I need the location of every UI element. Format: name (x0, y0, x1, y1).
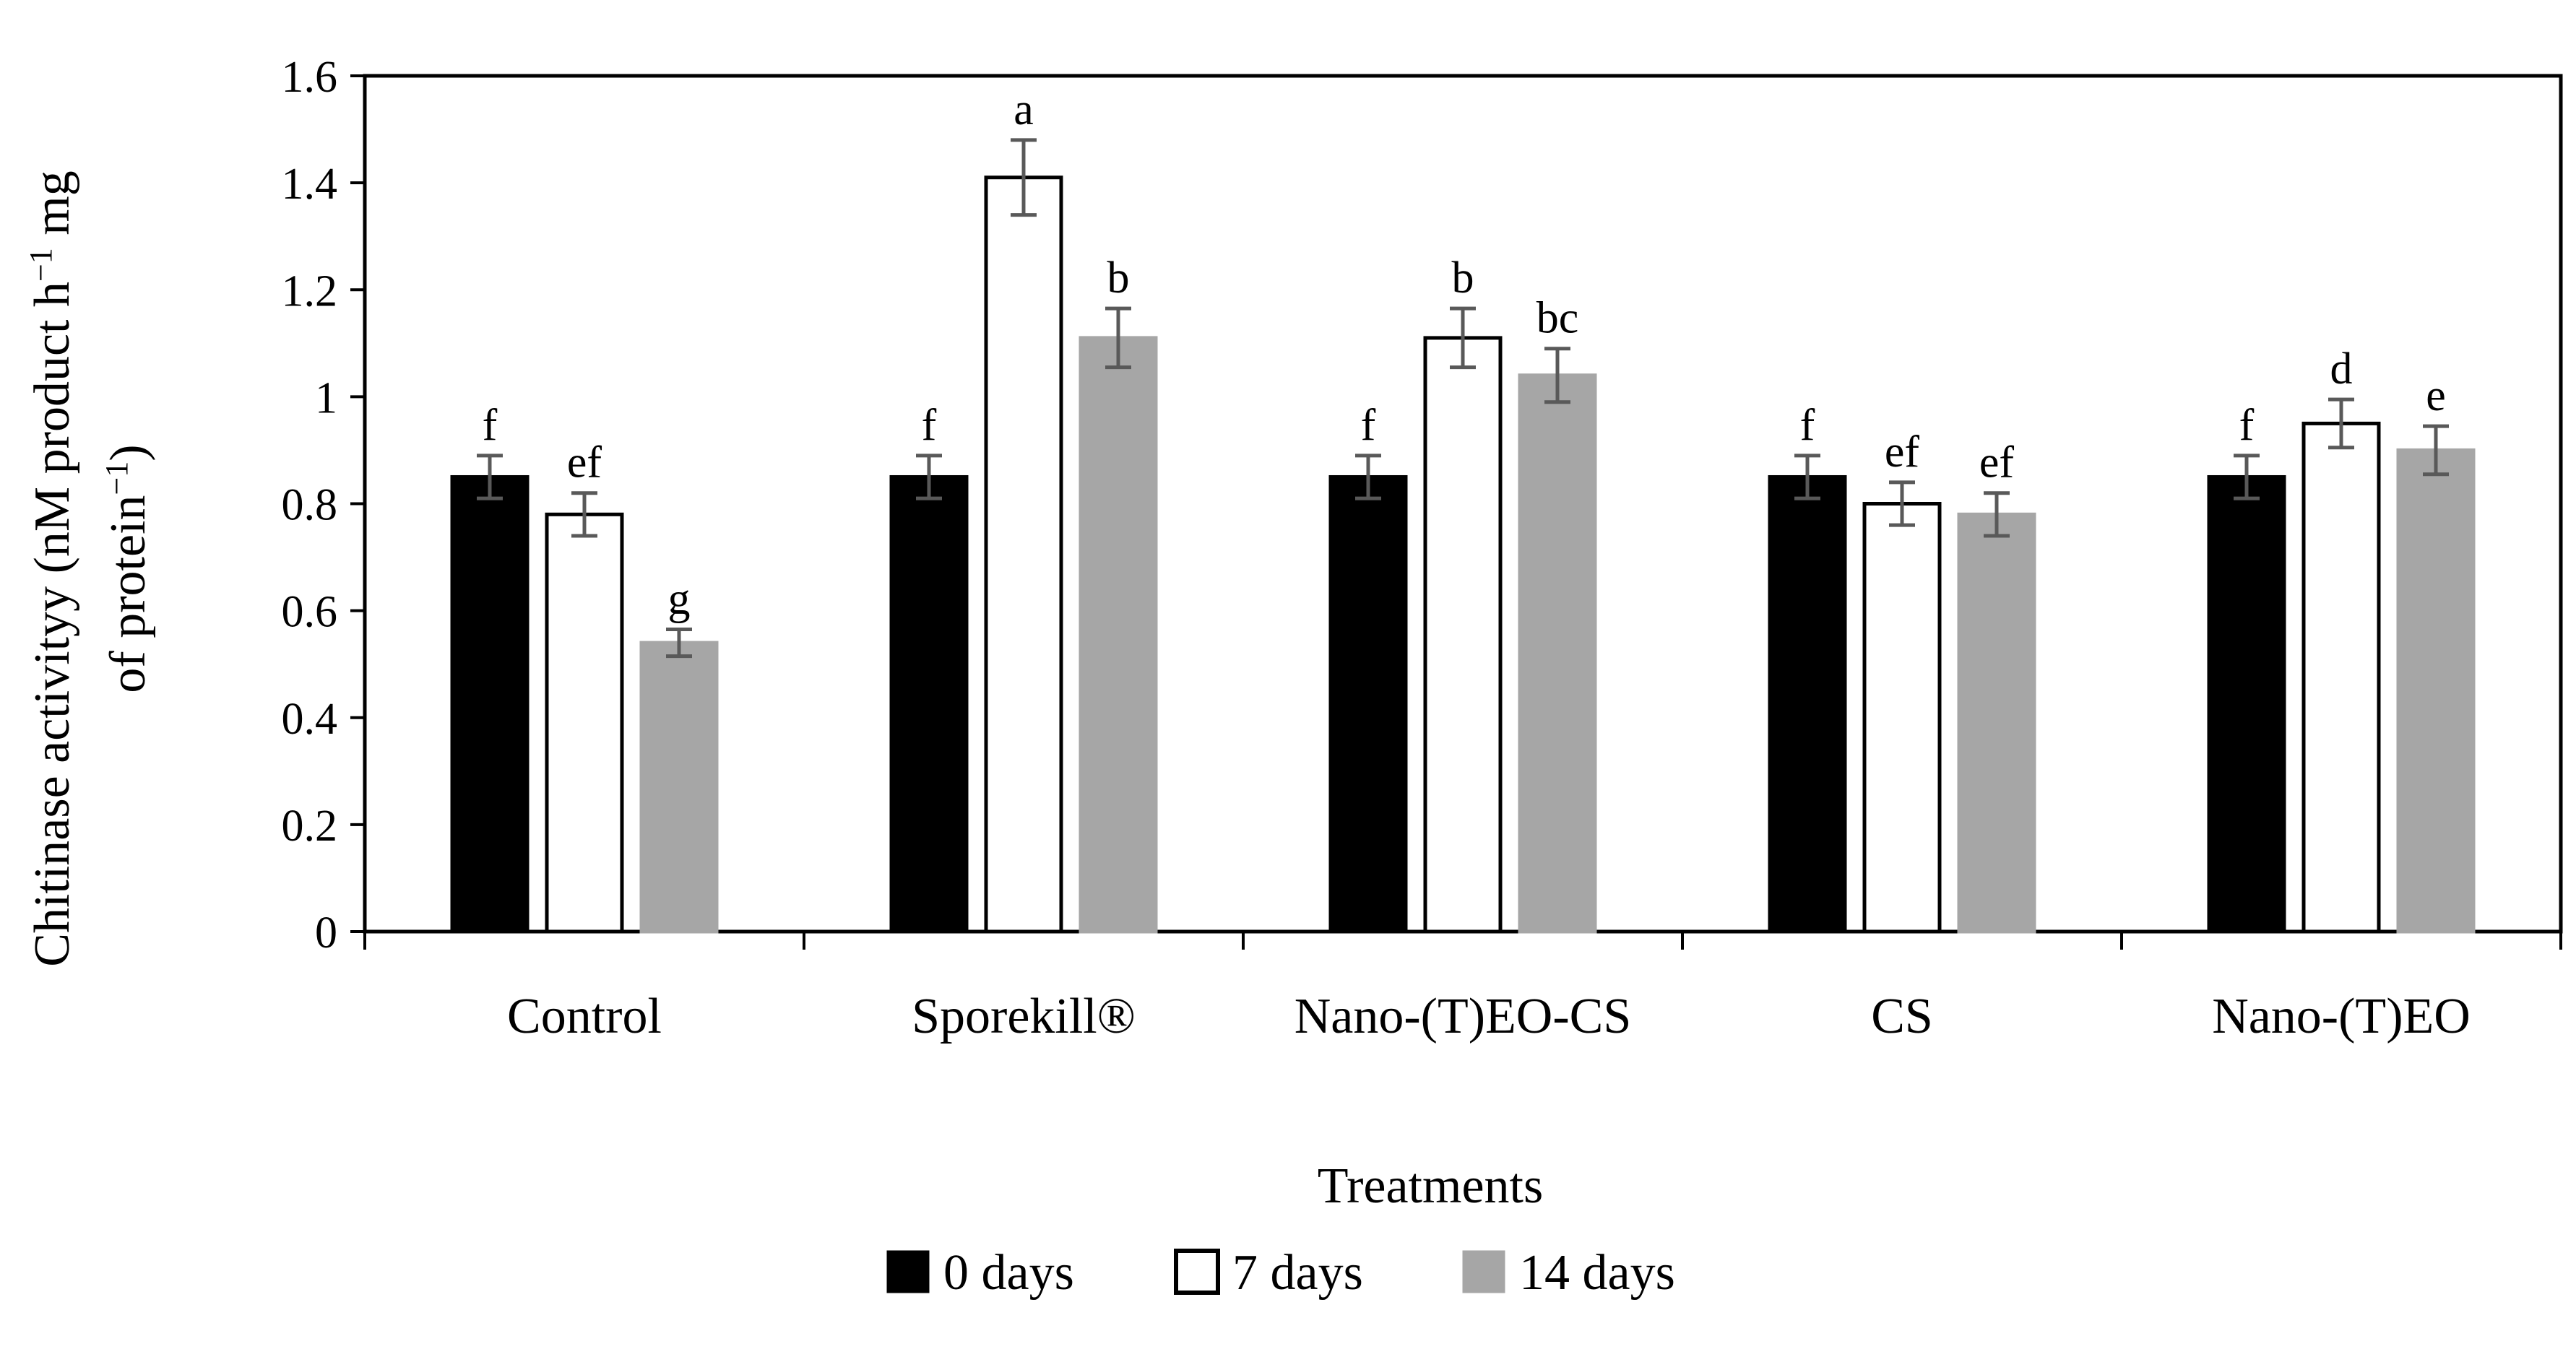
bar-0-days-2 (1328, 474, 1408, 934)
y-tick-label: 0.6 (282, 588, 338, 637)
bar-14-days-4 (2396, 448, 2476, 934)
y-tick-label: 1.6 (282, 53, 338, 102)
bar-7-days-2 (1423, 336, 1503, 934)
significance-letter: e (2426, 371, 2446, 420)
significance-letter: f (1361, 401, 1376, 450)
x-category-label: CS (1871, 989, 1933, 1044)
bar-7-days-0 (545, 512, 624, 934)
significance-letter: b (1452, 253, 1474, 303)
y-label-text: ) (100, 444, 156, 461)
plot-area: 0 0.2 0.4 0.6 0.8 1 1.2 1.4 1.6 f f f f f ef a b ef d g b bc e… (282, 53, 2563, 1044)
y-label-text: mg (25, 170, 80, 248)
significance-letter: a (1013, 85, 1034, 134)
bar-7-days-4 (2301, 421, 2381, 934)
y-label-superscript: −1 (99, 461, 134, 495)
y-tick-label: 0.8 (282, 481, 338, 530)
y-axis-label-line-1: Chitinase activityy (nM product h−1 mg (23, 170, 81, 967)
y-tick-label: 0.2 (282, 802, 338, 851)
x-axis-label: Treatments (1318, 1158, 1543, 1214)
y-tick-label: 0.4 (282, 695, 338, 744)
bar-14-days-2 (1518, 373, 1597, 934)
x-category-label: Control (507, 989, 662, 1044)
significance-letter: ef (567, 438, 602, 487)
bar-14-days-1 (1079, 336, 1158, 934)
y-tick-label: 1.2 (282, 266, 338, 316)
significance-letter: b (1107, 253, 1130, 303)
y-tick-label: 0 (315, 908, 337, 958)
bar-7-days-3 (1862, 502, 1942, 934)
legend: 0 days 7 days 14 days (886, 1245, 1675, 1301)
x-category-label: Nano-(T)EO (2212, 989, 2471, 1044)
significance-letter: f (483, 401, 498, 450)
x-category-label: Sporekill® (912, 989, 1136, 1044)
significance-letter: f (2239, 401, 2255, 450)
significance-letter: d (2330, 344, 2353, 394)
significance-letter: f (1800, 401, 1815, 450)
significance-letter: g (668, 575, 691, 624)
y-axis-label-line-2: of protein−1) (99, 444, 157, 693)
significance-letter: ef (1885, 428, 1920, 477)
legend-label: 14 days (1519, 1245, 1675, 1301)
bar-0-days-3 (1768, 474, 1847, 934)
y-label-text: of protein (100, 495, 156, 693)
y-label-text: Chitinase activityy (nM product h (25, 282, 80, 967)
y-label-superscript: −1 (23, 248, 59, 282)
x-category-label: Nano-(T)EO-CS (1295, 989, 1632, 1044)
y-axis-label: Chitinase activityy (nM product h−1 mgof… (23, 170, 157, 967)
bar-7-days-1 (984, 175, 1063, 934)
significance-letter: bc (1536, 294, 1579, 343)
bar-0-days-1 (889, 474, 969, 934)
bar-0-days-4 (2207, 474, 2286, 934)
significance-letter: f (922, 401, 937, 450)
legend-label: 7 days (1232, 1245, 1363, 1301)
y-tick-label: 1 (315, 373, 337, 422)
bar-14-days-3 (1957, 512, 2036, 934)
legend-label: 0 days (943, 1245, 1074, 1301)
legend-swatch-0-days (886, 1250, 930, 1293)
y-tick-label: 1.4 (282, 160, 338, 209)
legend-swatch-7-days (1174, 1249, 1220, 1295)
bar-14-days-0 (639, 641, 719, 934)
significance-letter: ef (1979, 438, 2015, 487)
legend-swatch-14-days (1462, 1250, 1505, 1293)
bar-0-days-0 (450, 474, 530, 934)
